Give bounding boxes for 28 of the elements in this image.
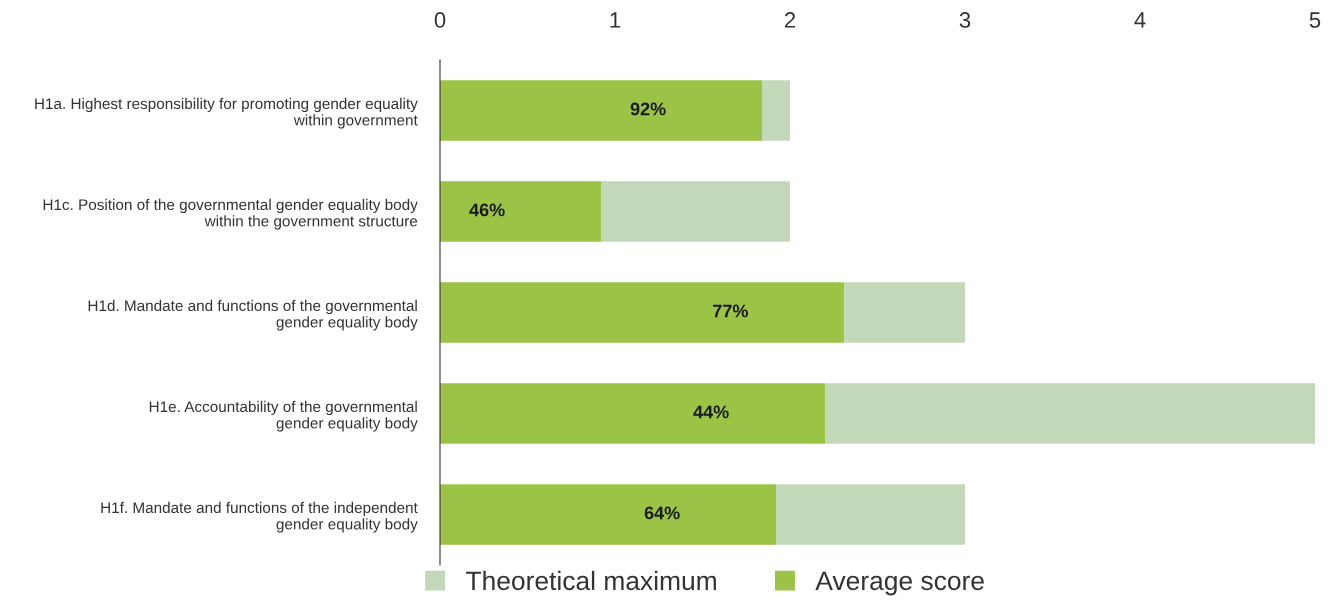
annotation: 46% (469, 203, 505, 217)
x-tick-label: 0 (434, 12, 446, 28)
annotation: 44% (693, 405, 729, 419)
annotation: 77% (713, 304, 748, 318)
bar (844, 282, 965, 343)
x-tick-label: 1 (610, 12, 621, 28)
bar (776, 484, 965, 545)
x-tick-label: 2 (784, 12, 796, 28)
bar (440, 282, 845, 343)
y-tick-label: H1a. Highest responsibility for promoting gender equality within government (35, 97, 418, 129)
bar (762, 80, 790, 141)
y-tick-label: H1f. Mandate and functions of the independent gender equality body (101, 501, 418, 533)
bar (440, 383, 825, 444)
y-tick-label: H1d. Mandate and functions of the governmental gender equality body (88, 299, 418, 331)
bar (440, 181, 601, 242)
legend-label: Theoretical maximum (466, 570, 716, 591)
x-tick-label: 3 (959, 12, 971, 28)
bar (825, 383, 1315, 444)
legend-label: Average score (815, 571, 984, 596)
bar (440, 80, 762, 141)
annotation: 64% (644, 506, 680, 520)
bar (601, 181, 790, 242)
x-tick-label: 4 (1134, 12, 1146, 28)
bar (440, 484, 776, 545)
x-tick-label: 5 (1309, 12, 1321, 28)
y-tick-label: H1e. Accountability of the governmental gender equality body (149, 400, 418, 432)
y-tick-label: H1c. Position of the governmental gender equality body within the government structure (43, 198, 418, 230)
annotation: 92% (630, 102, 666, 116)
